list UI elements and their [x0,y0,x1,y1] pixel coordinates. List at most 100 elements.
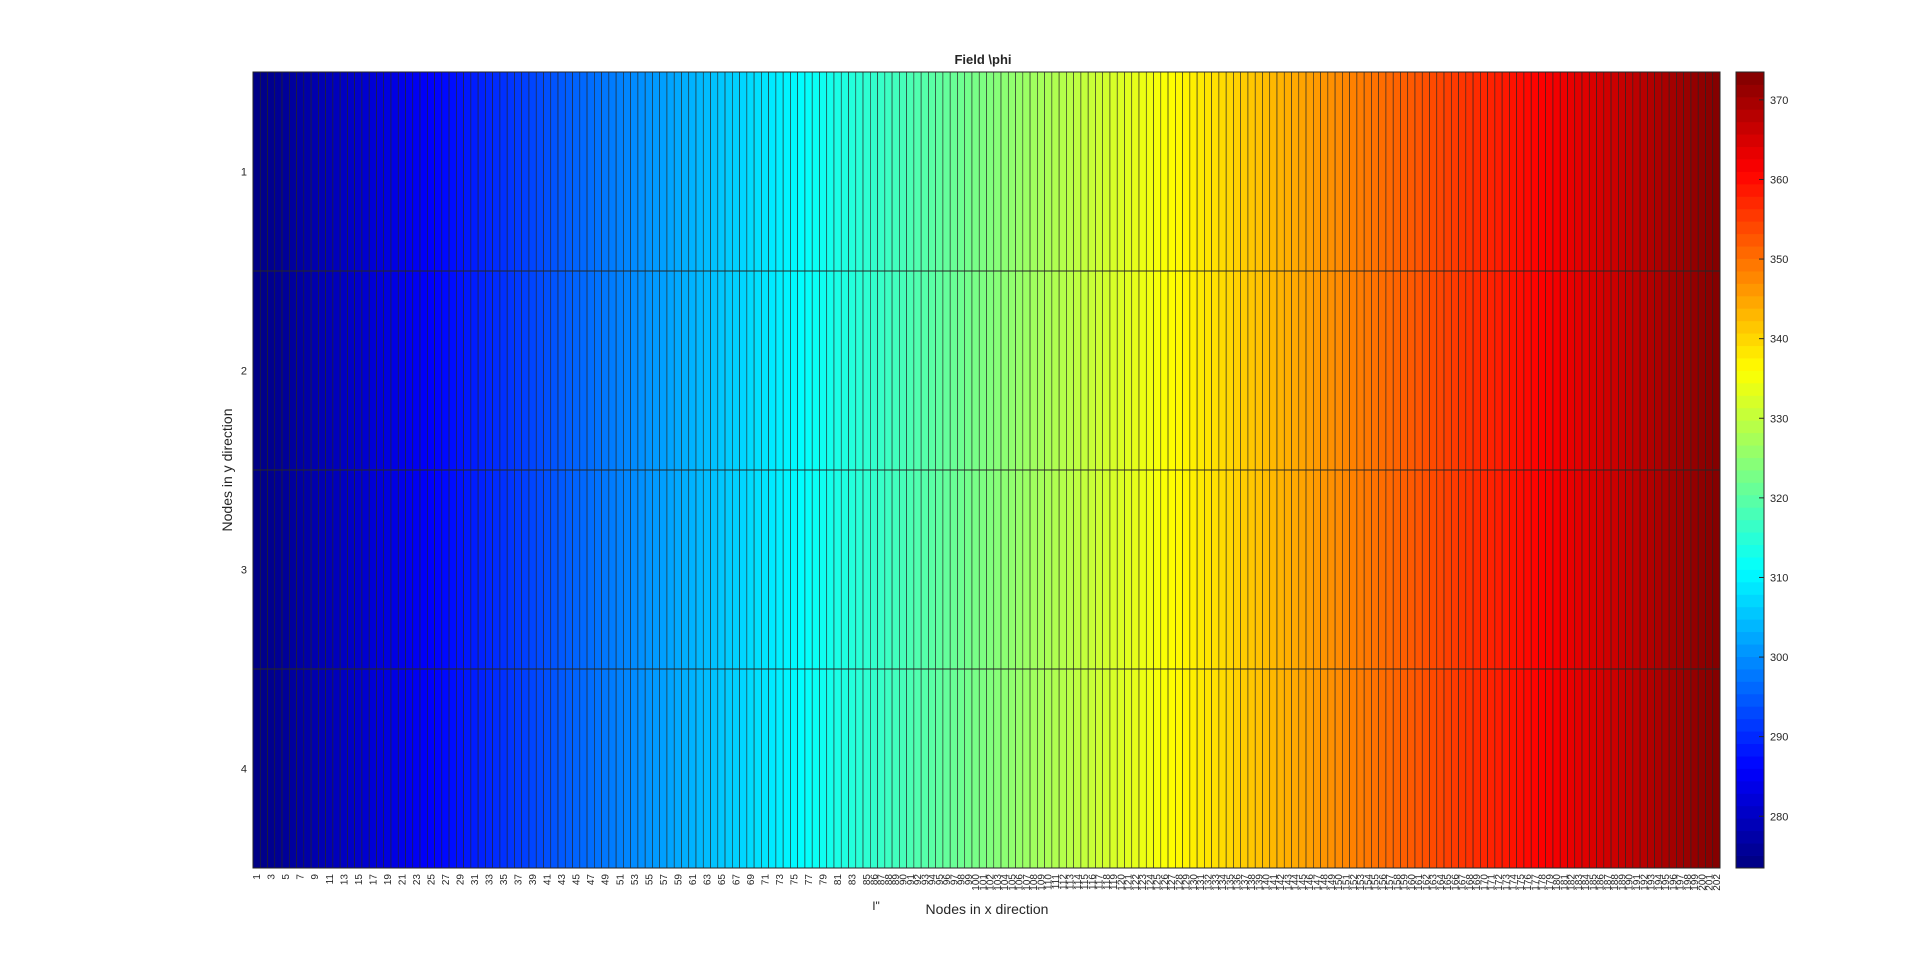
colorbar-band [1736,432,1764,446]
colorbar-band [1736,494,1764,508]
x-tick-label: 156 [1378,874,1389,891]
x-tick-label: 174 [1509,874,1520,891]
colorbar-band [1736,731,1764,745]
colorbar-band [1736,121,1764,135]
colorbar-band [1736,395,1764,409]
colorbar-band [1736,470,1764,483]
plot-frame [252,71,1721,869]
colorbar-tick-label: 280 [1770,811,1788,823]
colorbar-band [1736,246,1764,259]
colorbar-band [1736,519,1764,533]
x-tick-label: 137 [1240,874,1251,891]
x-tick-label: 150 [1334,874,1345,891]
x-tick-label: 100 [971,874,982,891]
colorbar-band [1736,183,1764,197]
colorbar-band [1736,382,1764,396]
x-tick-label: 145 [1298,874,1309,891]
x-tick-label: 155 [1371,874,1382,891]
colorbar-band [1736,619,1764,633]
x-tick-labels: 1 3 5 7 9 11 13 15 17 19 21 23 25 27 29 31 33 35 37 39 41 43 4… [252,874,1723,891]
colorbar-band [1736,532,1764,546]
x-tick-label: 63 [702,874,713,886]
x-tick-label: 168 [1465,874,1476,891]
colorbar-band [1736,196,1764,210]
x-tick-label: 85 [862,874,873,886]
colorbar-band [1736,818,1764,832]
colorbar-tick-label: 360 [1770,174,1788,186]
colorbar-band [1736,221,1764,235]
colorbar-bands [1736,72,1764,869]
colorbar-band [1736,134,1764,148]
x-tick-label: 117 [1095,874,1106,890]
x-tick-label: 3 [267,874,278,880]
x-tick-label: 99 [964,874,975,886]
x-tick-label: 173 [1501,874,1512,891]
colorbar-band [1736,370,1764,384]
colorbar-band [1736,457,1764,471]
x-tick-label: 195 [1661,874,1672,891]
x-tick-label: 121 [1124,874,1135,891]
x-tick-label: 79 [819,874,830,886]
x-tick-label: 198 [1683,874,1694,891]
x-tick-label: 200 [1697,874,1708,891]
x-tick-label: 39 [528,874,539,886]
colorbar-band [1736,706,1764,720]
x-tick-label: 130 [1189,874,1200,891]
x-tick-label: 15 [354,874,365,886]
colorbar-tick-label: 350 [1770,254,1788,266]
x-tick-label: 185 [1588,874,1599,891]
x-tick-label: 102 [986,874,997,891]
stray-label: I" [872,899,880,913]
x-tick-label: 27 [441,874,452,886]
x-tick-label: 184 [1581,874,1592,891]
x-tick-label: 148 [1320,874,1331,891]
x-tick-label: 161 [1414,874,1425,891]
y-tick-label: 1 [241,167,247,179]
x-tick-label: 188 [1610,874,1621,891]
x-tick-label: 43 [557,874,568,886]
x-tick-label: 157 [1385,874,1396,891]
x-tick-label: 19 [383,874,394,886]
x-tick-label: 187 [1603,874,1614,891]
x-tick-label: 96 [942,874,953,886]
x-tick-label: 175 [1516,874,1527,891]
colorbar-band [1736,743,1764,757]
colorbar-band [1736,109,1764,123]
x-tick-label: 51 [615,874,626,886]
x-tick-label: 67 [731,874,742,886]
x-tick-label: 154 [1363,874,1374,891]
x-tick-label: 97 [949,874,960,886]
y-axis-label: Nodes in y direction [219,409,235,532]
colorbar-band [1736,233,1764,247]
x-tick-label: 109 [1036,874,1047,891]
x-tick-label: 172 [1494,874,1505,891]
colorbar-band [1736,208,1764,222]
x-tick-label: 160 [1407,874,1418,891]
colorbar-band [1736,606,1764,620]
colorbar-band [1736,283,1764,297]
x-tick-label: 143 [1283,874,1294,891]
colorbar-band [1736,644,1764,657]
x-tick-label: 11 [325,874,336,885]
colorbar-tick-label: 330 [1770,413,1788,425]
x-tick-label: 136 [1233,874,1244,891]
x-tick-label: 127 [1167,874,1178,891]
colorbar-tick-label: 370 [1770,95,1788,107]
colorbar-band [1736,258,1764,272]
colorbar-band [1736,333,1764,347]
x-tick-label: 89 [891,874,902,886]
x-tick-label: 13 [339,874,350,886]
x-tick-label: 196 [1668,874,1679,891]
x-tick-label: 138 [1247,874,1258,891]
x-tick-label: 47 [586,874,597,886]
x-tick-label: 94 [928,874,939,886]
x-tick-label: 106 [1015,874,1026,891]
colorbar-band [1736,308,1764,322]
colorbar-ticks: 280 290 300 310 320 330 340 350 360 370 [1759,95,1788,823]
x-tick-label: 113 [1066,874,1077,890]
x-tick-label: 112 [1058,874,1069,890]
colorbar-band [1736,358,1764,371]
colorbar-band [1736,855,1764,869]
